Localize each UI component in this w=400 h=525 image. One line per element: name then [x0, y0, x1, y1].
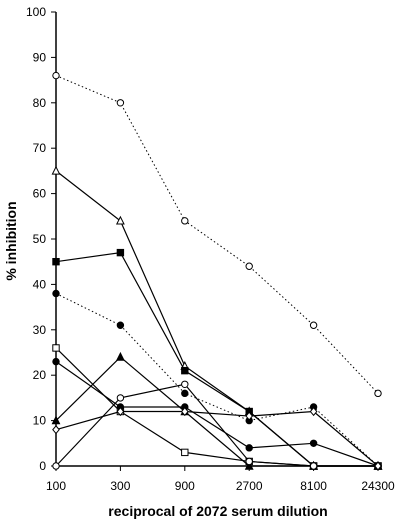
data-point [52, 357, 60, 366]
series-4 [52, 248, 382, 470]
data-point [245, 457, 253, 466]
data-point [115, 215, 125, 225]
data-point [52, 289, 60, 298]
y-tick-label: 80 [33, 96, 47, 110]
data-point [116, 248, 125, 257]
data-point [181, 217, 189, 225]
series-3 [51, 165, 383, 470]
y-tick-label: 20 [33, 368, 47, 382]
x-axis-title: reciprocal of 2072 serum dilution [108, 503, 327, 519]
data-point [245, 411, 254, 421]
series-line [55, 293, 379, 467]
data-point [116, 394, 125, 402]
series-line [55, 170, 378, 467]
y-tick-label: 0 [39, 459, 46, 473]
x-tick-label: 8100 [300, 479, 327, 493]
series-line [55, 410, 379, 467]
data-point [115, 351, 125, 361]
data-point [309, 439, 318, 447]
data-point [181, 380, 189, 388]
series-line [55, 75, 379, 394]
data-point [245, 444, 253, 452]
axes [55, 12, 378, 467]
series-line [55, 361, 379, 467]
data-point [245, 262, 253, 270]
y-tick-label: 50 [33, 232, 47, 246]
series-line [55, 383, 378, 467]
data-point [52, 71, 60, 80]
x-tick-label: 300 [110, 479, 130, 493]
y-tick-label: 70 [33, 141, 47, 155]
data-point [309, 406, 318, 417]
data-point [374, 461, 382, 471]
series-layer [51, 71, 383, 471]
x-axis-ticks: 100 300 900 2700 8100 24300 [46, 466, 395, 493]
data-point [309, 321, 318, 329]
x-tick-label: 900 [175, 479, 195, 493]
y-tick-label: 10 [33, 414, 47, 428]
data-point [51, 415, 61, 425]
series-line [55, 356, 378, 467]
y-axis-title: % inhibition [3, 201, 19, 280]
data-point [244, 460, 254, 470]
y-tick-label: 90 [33, 50, 47, 64]
series-9 [52, 406, 382, 471]
data-point [180, 406, 189, 417]
data-point [181, 448, 189, 457]
data-point [309, 462, 318, 470]
data-point [52, 258, 60, 266]
data-point [116, 406, 125, 417]
data-point [52, 462, 60, 470]
x-tick-label: 24300 [361, 479, 395, 493]
x-tick-label: 2700 [236, 479, 263, 493]
x-tick-label: 100 [46, 479, 66, 493]
series-2 [52, 289, 382, 470]
series-7 [52, 357, 382, 470]
y-axis-ticks: 0 10 20 30 40 50 60 70 80 90 100 [26, 5, 56, 473]
data-point [181, 366, 189, 375]
data-point [116, 321, 125, 329]
series-6 [51, 351, 383, 470]
y-tick-label: 60 [33, 187, 47, 201]
y-tick-label: 40 [33, 277, 47, 291]
y-tick-label: 100 [26, 5, 46, 19]
data-point [52, 425, 60, 435]
data-point [181, 389, 189, 398]
data-point [52, 344, 60, 352]
y-tick-label: 30 [33, 323, 47, 337]
data-point [374, 389, 382, 398]
data-point [116, 99, 125, 107]
data-point [51, 165, 61, 175]
series-line [55, 251, 378, 467]
series-1 [52, 71, 382, 398]
